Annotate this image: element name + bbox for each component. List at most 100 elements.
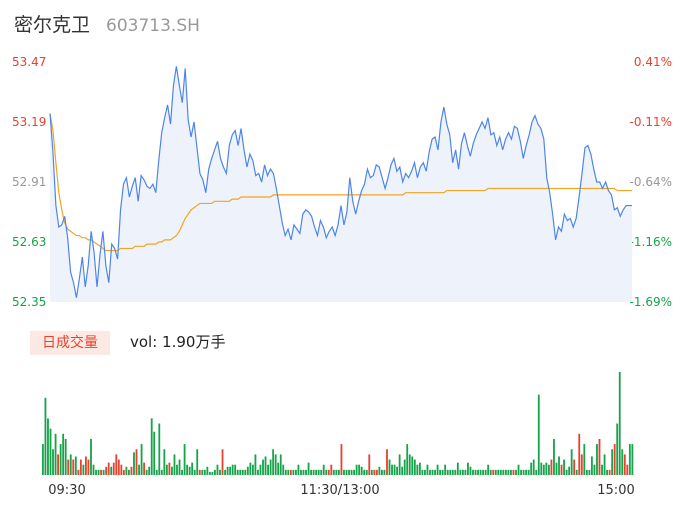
volume-bar bbox=[535, 469, 538, 475]
volume-bar bbox=[616, 423, 619, 475]
volume-badge[interactable]: 日成交量 bbox=[30, 331, 110, 355]
volume-bar bbox=[530, 462, 533, 475]
volume-bar bbox=[100, 469, 103, 475]
volume-bar bbox=[497, 469, 500, 475]
price-label-left-0: 53.47 bbox=[12, 55, 46, 69]
volume-bar bbox=[47, 418, 49, 475]
volume-bar bbox=[246, 466, 249, 475]
volume-bar bbox=[122, 469, 125, 475]
volume-bar bbox=[494, 469, 497, 475]
volume-bar bbox=[322, 464, 325, 475]
volume-bar bbox=[507, 469, 510, 475]
volume-bar bbox=[307, 462, 310, 475]
volume-bar bbox=[125, 466, 128, 475]
volume-bar bbox=[203, 469, 206, 475]
volume-bar bbox=[522, 469, 525, 475]
volume-bars bbox=[42, 372, 634, 475]
volume-bar bbox=[553, 438, 555, 475]
volume-bar bbox=[350, 469, 353, 475]
volume-bar bbox=[434, 469, 436, 475]
volume-bar bbox=[358, 464, 361, 475]
volume-bar bbox=[563, 459, 565, 475]
volume-bar bbox=[115, 454, 118, 475]
volume-bar bbox=[527, 469, 530, 475]
volume-bar bbox=[327, 469, 330, 475]
volume-bar bbox=[436, 464, 439, 475]
volume-bar bbox=[163, 449, 166, 475]
volume-bar bbox=[277, 462, 280, 475]
volume-bar bbox=[79, 459, 82, 475]
time-label-midday: 11:30/13:00 bbox=[300, 483, 379, 498]
volume-bar bbox=[85, 456, 87, 475]
volume-bar bbox=[484, 469, 487, 475]
volume-bar bbox=[454, 469, 457, 475]
volume-bar bbox=[467, 462, 469, 475]
volume-bar bbox=[208, 471, 211, 475]
volume-bar bbox=[520, 469, 522, 475]
time-label-open: 09:30 bbox=[48, 483, 85, 498]
volume-bar bbox=[272, 449, 275, 475]
volume-bar bbox=[155, 469, 158, 475]
volume-bar bbox=[593, 464, 596, 475]
volume-bar bbox=[317, 469, 320, 475]
volume-bar bbox=[234, 464, 237, 475]
volume-bar bbox=[193, 469, 196, 475]
price-label-left-1: 53.19 bbox=[12, 115, 46, 129]
volume-bar bbox=[515, 469, 517, 475]
volume-bar bbox=[459, 469, 462, 475]
volume-bar bbox=[145, 469, 148, 475]
volume-bar bbox=[537, 394, 540, 475]
volume-bar bbox=[393, 464, 396, 475]
volume-bar bbox=[183, 444, 186, 475]
volume-bar bbox=[424, 469, 426, 475]
volume-bar bbox=[383, 469, 386, 475]
volume-bar bbox=[259, 464, 262, 475]
volume-bar bbox=[343, 469, 345, 475]
volume-bar bbox=[439, 469, 442, 475]
volume-bar bbox=[196, 449, 199, 475]
volume-bar bbox=[340, 444, 343, 475]
volume-bar bbox=[211, 471, 214, 475]
volume-bar bbox=[348, 469, 350, 475]
volume-bar bbox=[482, 469, 485, 475]
volume-bar bbox=[87, 459, 90, 475]
volume-bar bbox=[105, 466, 108, 475]
volume-bar bbox=[345, 469, 348, 475]
pct-label-right-3: -1.16% bbox=[630, 235, 672, 249]
volume-bar bbox=[580, 454, 583, 475]
pct-label-right-0: 0.41% bbox=[634, 55, 672, 69]
volume-bar bbox=[297, 464, 300, 475]
volume-bar bbox=[626, 464, 629, 475]
volume-bar bbox=[257, 469, 259, 475]
volume-bar bbox=[578, 433, 581, 475]
volume-bar bbox=[312, 469, 315, 475]
volume-bar bbox=[95, 469, 97, 475]
volume-bar bbox=[517, 464, 520, 475]
volume-bar bbox=[590, 456, 593, 475]
volume-bar bbox=[631, 444, 634, 475]
volume-bar bbox=[236, 469, 239, 475]
volume-bar bbox=[59, 444, 62, 475]
volume-bar bbox=[57, 454, 59, 475]
volume-bar bbox=[188, 466, 191, 475]
volume-bar bbox=[381, 469, 383, 475]
volume-bar bbox=[560, 464, 563, 475]
volume-bar bbox=[499, 469, 502, 475]
volume-bar bbox=[611, 449, 614, 475]
volume-bar bbox=[128, 469, 130, 475]
volume-bar bbox=[403, 459, 406, 475]
volume-bar bbox=[67, 459, 70, 475]
volume-bar bbox=[575, 469, 578, 475]
volume-bar bbox=[133, 452, 135, 475]
volume-bar bbox=[92, 464, 95, 475]
volume-bar bbox=[181, 469, 183, 475]
volume-bar bbox=[338, 469, 340, 475]
volume-bar bbox=[585, 469, 588, 475]
volume-bar bbox=[545, 462, 548, 475]
volume-bar bbox=[249, 462, 252, 475]
volume-bar bbox=[421, 469, 424, 475]
volume-bar bbox=[426, 464, 429, 475]
volume-bar bbox=[487, 464, 490, 475]
volume-bar bbox=[542, 464, 545, 475]
